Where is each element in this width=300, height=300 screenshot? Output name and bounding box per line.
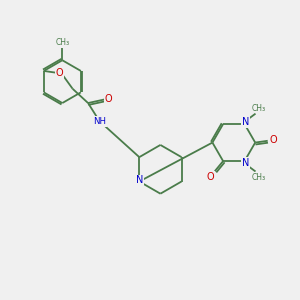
Text: N: N bbox=[136, 175, 143, 185]
Text: N: N bbox=[242, 158, 249, 168]
Text: CH₃: CH₃ bbox=[55, 38, 69, 47]
Text: O: O bbox=[104, 94, 112, 104]
Text: CH₃: CH₃ bbox=[251, 173, 266, 182]
Text: O: O bbox=[56, 68, 63, 78]
Text: O: O bbox=[206, 172, 214, 182]
Text: CH₃: CH₃ bbox=[251, 104, 266, 113]
Text: O: O bbox=[270, 135, 278, 145]
Text: NH: NH bbox=[93, 117, 106, 126]
Text: N: N bbox=[242, 117, 249, 127]
